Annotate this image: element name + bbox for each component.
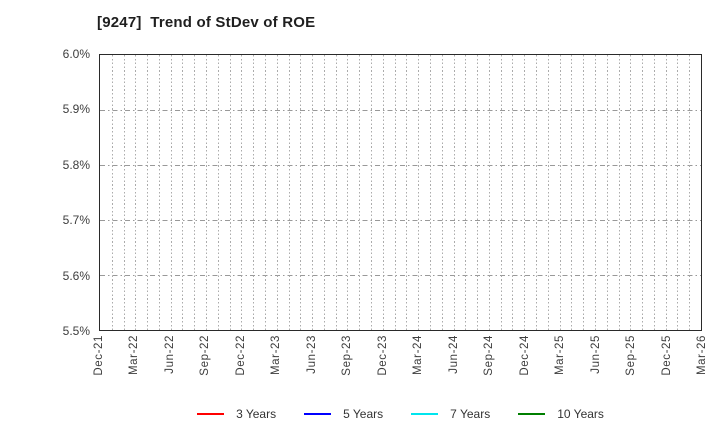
gridline-vertical — [583, 55, 585, 330]
y-tick-label: 5.5% — [62, 324, 90, 338]
gridline-horizontal — [100, 275, 701, 276]
gridline-vertical — [288, 55, 290, 330]
legend-swatch — [518, 412, 546, 416]
y-tick-label: 5.9% — [62, 102, 90, 117]
gridline-vertical — [147, 55, 149, 330]
x-tick-label: Jun-25 — [589, 335, 602, 374]
x-tick-label: Mar-22 — [128, 335, 141, 376]
gridline-vertical — [547, 55, 549, 330]
gridline-vertical — [536, 55, 538, 330]
x-tick-label: Jun-22 — [163, 335, 176, 374]
y-tick-label: 5.6% — [62, 268, 90, 283]
chart-title: [9247] Trend of StDev of ROE — [97, 14, 316, 31]
gridline-vertical — [253, 55, 255, 330]
gridline-vertical — [170, 55, 172, 330]
gridline-vertical — [206, 55, 208, 330]
gridline-vertical — [276, 55, 278, 330]
gridline-vertical — [488, 55, 490, 330]
gridline-vertical — [429, 55, 431, 330]
gridline-vertical — [229, 55, 231, 330]
y-tick-label: 5.7% — [62, 213, 90, 228]
gridline-vertical — [158, 55, 160, 330]
gridline-vertical — [677, 55, 679, 330]
x-tick-label: Sep-23 — [341, 335, 354, 376]
x-tick-label: Jun-24 — [447, 335, 460, 374]
gridline-vertical — [418, 55, 420, 330]
x-tick-label: Sep-24 — [483, 335, 496, 376]
gridline-vertical — [194, 55, 196, 330]
plot-area — [99, 54, 702, 331]
gridline-vertical — [477, 55, 479, 330]
legend-item-5-years: 5 Years — [304, 407, 383, 421]
legend-item-7-years: 7 Years — [411, 407, 490, 421]
gridline-vertical — [453, 55, 455, 330]
y-tick-label: 6.0% — [62, 47, 90, 61]
legend: 3 Years 5 Years 7 Years 10 Years — [99, 402, 702, 426]
gridline-vertical — [524, 55, 526, 330]
legend-swatch — [304, 412, 332, 416]
y-tick-label: 5.8% — [62, 157, 90, 172]
x-tick-label: Mar-24 — [412, 335, 425, 376]
gridline-vertical — [335, 55, 337, 330]
gridline-vertical — [606, 55, 608, 330]
x-tick-label: Mar-26 — [696, 335, 708, 376]
x-tick-label: Jun-23 — [305, 335, 318, 374]
gridline-vertical — [241, 55, 243, 330]
gridline-vertical — [182, 55, 184, 330]
x-tick-label: Dec-24 — [518, 335, 531, 376]
gridline-horizontal — [100, 220, 701, 221]
gridline-vertical — [618, 55, 620, 330]
x-tick-label: Dec-21 — [93, 335, 105, 376]
legend-label: 3 Years — [236, 407, 277, 421]
gridline-vertical — [512, 55, 514, 330]
gridline-vertical — [359, 55, 361, 330]
legend-swatch — [197, 412, 225, 416]
gridline-vertical — [642, 55, 644, 330]
gridline-vertical — [571, 55, 573, 330]
legend-label: 10 Years — [557, 407, 604, 421]
gridline-vertical — [111, 55, 113, 330]
gridline-vertical — [123, 55, 125, 330]
gridline-vertical — [559, 55, 561, 330]
x-tick-label: Sep-25 — [625, 335, 638, 376]
gridline-vertical — [371, 55, 373, 330]
x-tick-label: Mar-25 — [554, 335, 567, 376]
legend-label: 5 Years — [343, 407, 384, 421]
legend-item-3-years: 3 Years — [197, 407, 276, 421]
gridline-vertical — [500, 55, 502, 330]
gridline-vertical — [217, 55, 219, 330]
gridline-vertical — [406, 55, 408, 330]
gridline-vertical — [689, 55, 691, 330]
gridline-horizontal — [100, 165, 701, 166]
gridline-vertical — [347, 55, 349, 330]
gridline-vertical — [630, 55, 632, 330]
gridline-vertical — [135, 55, 137, 330]
legend-swatch — [411, 412, 439, 416]
gridline-vertical — [665, 55, 667, 330]
gridline-vertical — [300, 55, 302, 330]
x-tick-label: Sep-22 — [199, 335, 212, 376]
gridline-horizontal — [100, 110, 701, 111]
x-tick-label: Mar-23 — [270, 335, 283, 376]
gridline-vertical — [653, 55, 655, 330]
x-tick-label: Dec-22 — [234, 335, 247, 376]
series-lines — [100, 55, 701, 330]
gridline-vertical — [465, 55, 467, 330]
gridline-vertical — [382, 55, 384, 330]
gridline-vertical — [394, 55, 396, 330]
gridline-vertical — [312, 55, 314, 330]
gridline-vertical — [323, 55, 325, 330]
legend-label: 7 Years — [450, 407, 491, 421]
legend-item-10-years: 10 Years — [518, 407, 604, 421]
grid-layer — [100, 55, 701, 330]
gridline-vertical — [441, 55, 443, 330]
x-tick-label: Dec-25 — [660, 335, 673, 376]
gridline-vertical — [264, 55, 266, 330]
gridline-vertical — [594, 55, 596, 330]
x-tick-label: Dec-23 — [376, 335, 389, 376]
